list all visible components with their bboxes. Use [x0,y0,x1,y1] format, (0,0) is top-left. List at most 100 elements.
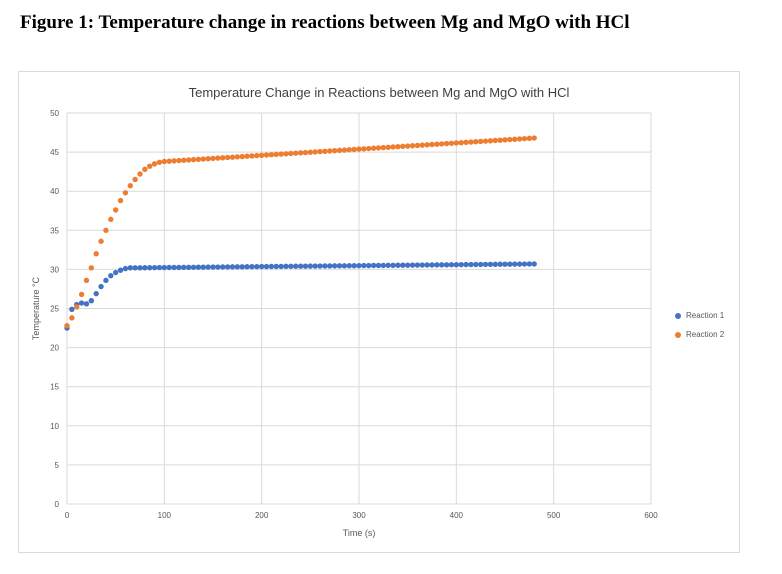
data-point-reaction-1 [468,261,474,268]
chart-area: Temperature Change in Reactions between … [18,71,740,553]
data-point-reaction-1 [414,262,421,268]
data-point-reaction-1 [453,261,460,268]
data-point-reaction-1 [521,261,528,267]
data-point-reaction-2 [526,135,533,142]
data-point-reaction-1 [171,264,177,271]
data-point-reaction-2 [147,163,153,169]
data-point-reaction-1 [356,262,362,269]
data-point-reaction-1 [312,263,318,269]
data-point-reaction-2 [336,147,343,154]
data-point-reaction-2 [463,139,469,146]
data-point-reaction-2 [239,153,245,160]
y-tick-label: 40 [50,187,59,196]
data-point-reaction-1 [531,261,537,267]
data-point-reaction-1 [512,261,518,267]
data-point-reaction-2 [117,197,124,204]
legend-marker-reaction-1 [675,312,681,319]
data-point-reaction-1 [307,263,314,269]
data-point-reaction-2 [234,154,241,160]
data-point-reaction-2 [429,141,435,148]
data-point-reaction-2 [370,145,377,151]
data-point-reaction-2 [171,158,177,164]
y-tick-label: 45 [50,148,59,157]
data-point-reaction-2 [122,190,129,196]
y-tick-label: 0 [55,500,60,509]
data-point-reaction-2 [512,136,518,142]
data-point-reaction-1 [215,264,221,270]
x-tick-label: 400 [450,511,464,520]
data-point-reaction-1 [458,261,464,268]
data-point-reaction-1 [492,261,498,268]
data-point-reaction-1 [103,277,109,284]
data-point-reaction-1 [341,263,348,269]
data-point-reaction-2 [215,155,221,161]
x-tick-label: 500 [547,511,561,520]
data-point-reaction-1 [258,263,265,270]
data-point-reaction-2 [103,227,109,233]
data-point-reaction-1 [288,263,294,270]
data-point-reaction-2 [307,149,314,155]
data-point-reaction-1 [117,267,124,273]
data-point-reaction-1 [122,265,129,272]
data-point-reaction-1 [69,306,75,312]
data-point-reaction-1 [400,262,406,268]
data-point-reaction-1 [161,264,168,271]
data-point-reaction-1 [249,263,255,270]
data-point-reaction-2 [322,148,328,154]
data-point-reaction-1 [93,290,99,297]
data-point-reaction-2 [409,143,416,149]
data-point-reaction-1 [224,264,231,270]
data-point-reaction-2 [127,183,133,189]
data-point-reaction-1 [229,264,236,270]
y-tick-label: 5 [55,461,60,470]
data-point-reaction-2 [151,161,158,167]
data-point-reaction-1 [297,263,304,269]
data-point-reaction-1 [156,264,163,271]
data-point-reaction-1 [263,263,270,270]
data-point-reaction-2 [283,151,289,157]
data-point-reaction-2 [346,147,352,153]
data-point-reaction-1 [390,262,396,269]
data-point-reaction-2 [317,148,323,155]
data-point-reaction-1 [147,264,153,271]
data-point-reaction-1 [473,261,479,268]
data-point-reaction-2 [414,142,421,149]
data-point-reaction-2 [224,154,231,161]
data-point-reaction-1 [127,265,133,271]
data-point-reaction-2 [278,151,284,157]
data-point-reaction-1 [200,264,206,270]
y-tick-label: 10 [50,422,59,431]
data-point-reaction-2 [132,176,138,183]
data-point-reaction-2 [439,141,445,147]
data-point-reaction-1 [112,269,119,276]
data-point-reaction-1 [176,264,182,271]
data-point-reaction-1 [254,263,260,270]
data-point-reaction-1 [443,262,450,268]
data-point-reaction-1 [351,262,357,269]
data-point-reaction-2 [390,144,396,150]
data-point-reaction-2 [268,151,275,158]
data-point-reaction-1 [273,263,279,270]
y-tick-label: 15 [50,383,59,392]
legend-item-reaction-2: Reaction 2 [675,330,724,339]
data-point-reaction-1 [142,265,148,271]
x-tick-label: 600 [644,511,658,520]
data-point-reaction-2 [161,158,168,165]
data-point-reaction-1 [419,262,425,268]
data-point-reaction-1 [409,262,416,268]
data-point-reaction-1 [439,262,445,268]
data-point-reaction-2 [98,238,104,244]
legend-label-reaction-1: Reaction 1 [686,311,725,320]
data-point-reaction-1 [380,262,387,269]
data-point-reaction-1 [366,262,372,269]
data-point-reaction-2 [468,139,474,145]
data-point-reaction-2 [395,143,401,150]
y-tick-label: 25 [50,305,59,314]
data-point-reaction-2 [69,315,75,321]
data-point-reaction-2 [293,150,299,156]
data-point-reaction-1 [385,262,391,269]
data-point-reaction-1 [98,283,104,290]
data-point-reaction-2 [254,152,260,159]
y-axis-title: Temperature °C [31,276,41,340]
